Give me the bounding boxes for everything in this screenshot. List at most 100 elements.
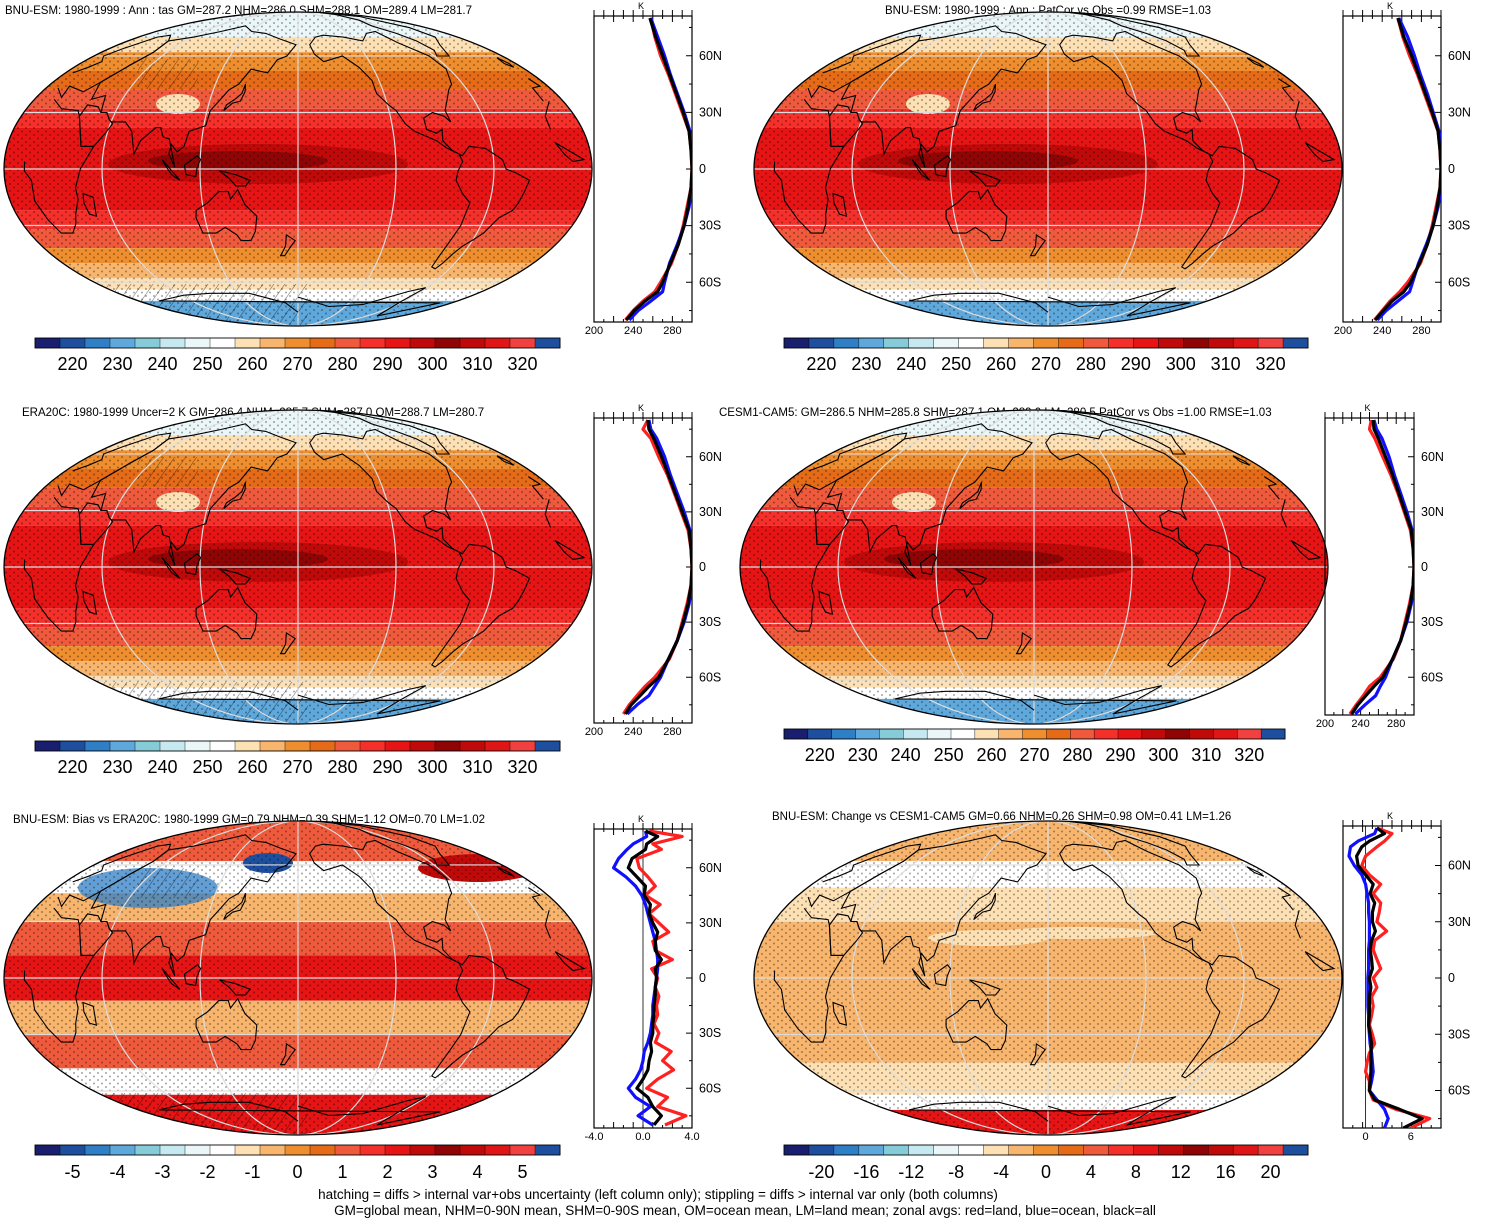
colorbar-tick-label: 240 — [147, 354, 177, 374]
zonal-x-tick-label: 240 — [1373, 325, 1391, 337]
colorbar-swatch — [234, 1144, 261, 1156]
colorbar-swatch — [1232, 1144, 1259, 1156]
colorbar-tick-label: 240 — [891, 745, 921, 765]
map-outline — [3, 820, 593, 1136]
colorbar-tick-label: 260 — [986, 354, 1016, 374]
colorbar-swatch — [509, 1144, 536, 1156]
colorbar-swatch — [807, 728, 833, 740]
colorbar-swatch — [1158, 1144, 1184, 1156]
colorbar-swatch — [459, 1144, 486, 1156]
coast-australia — [931, 586, 994, 640]
colorbar-swatch — [409, 740, 436, 752]
colorbar-tick-label: -20 — [808, 1162, 834, 1182]
coast-madagascar — [818, 590, 834, 615]
coast-sumatra — [161, 159, 181, 181]
colorbar-swatch — [284, 1144, 311, 1156]
panel-title: BNU-ESM: Bias vs ERA20C: 1980-1999 GM=0.… — [13, 814, 485, 826]
zonal-x-tick-label: 240 — [624, 726, 642, 738]
colorbar-tick-label: 310 — [1191, 745, 1221, 765]
colorbar-tick-label: 260 — [237, 354, 267, 374]
coast-nz — [279, 1042, 296, 1066]
coast-australia — [945, 188, 1008, 242]
coast-madagascar — [832, 192, 848, 217]
colorbar-tick-label: 270 — [1019, 745, 1049, 765]
colorbar-swatch — [209, 740, 236, 752]
panel-title: BNU-ESM: 1980-1999 : Ann : tas GM=287.2 … — [5, 5, 472, 17]
colorbar-swatch — [384, 1144, 411, 1156]
panel-3: ERA20C: 1980-1999 Uncer=2 K GM=286.4 NHM… — [3, 403, 722, 777]
colorbar-swatch — [134, 740, 161, 752]
colorbar-swatch — [1133, 1144, 1159, 1156]
colorbar-swatch — [950, 728, 976, 740]
panel-4: CESM1-CAM5: GM=286.5 NHM=285.8 SHM=287.1… — [719, 403, 1444, 765]
colorbar-tick-label: 280 — [1076, 354, 1106, 374]
colorbar-swatch — [359, 1144, 386, 1156]
zonal-frame — [593, 417, 693, 724]
coast-namerica — [309, 839, 460, 964]
coastlines — [23, 821, 586, 1126]
coast-japan — [223, 892, 247, 921]
colorbar-tick-label: 270 — [282, 354, 312, 374]
coast-arabia — [78, 913, 114, 956]
coast-madagascar — [82, 192, 98, 217]
colorbar-tick-label: 300 — [417, 354, 447, 374]
colorbar-tick-label: 310 — [462, 354, 492, 374]
colorbar-swatch — [908, 337, 935, 349]
coast-uk — [1246, 866, 1265, 877]
coast-borneo — [183, 553, 202, 576]
colorbar-tick-label: 320 — [1234, 745, 1264, 765]
colorbar-tick-label: 4 — [1086, 1162, 1096, 1182]
colorbar-tick-label: 220 — [57, 757, 87, 777]
panel-title: BNU-ESM: Change vs CESM1-CAM5 GM=0.66 NH… — [772, 811, 1231, 823]
map-field — [4, 12, 592, 326]
coast-africa — [23, 907, 586, 1043]
colorbar-swatch — [1108, 337, 1134, 349]
colorbar-tick-label: -8 — [948, 1162, 964, 1182]
colorbar-tick-label: -3 — [154, 1162, 170, 1182]
colorbar-swatch — [109, 1144, 136, 1156]
zonal-lat-label: 60S — [699, 670, 721, 684]
colorbar-tick-label: 250 — [192, 757, 222, 777]
zonal-frame — [1324, 417, 1415, 716]
colorbar-tick-label: 220 — [806, 354, 836, 374]
colorbar-swatch — [34, 337, 61, 349]
colorbar-swatch — [59, 1144, 86, 1156]
colorbar-tick-label: 4 — [472, 1162, 482, 1182]
colorbar-swatch — [933, 1144, 960, 1156]
zonal-series-land — [1373, 17, 1441, 322]
colorbar: 220 230 240 250 260 270 280 290 300 310 320 — [783, 728, 1286, 765]
colorbar-swatch — [933, 337, 960, 349]
zonal-series-ocean — [1354, 419, 1414, 715]
colorbar-tick-label: 250 — [192, 354, 222, 374]
colorbar-tick-label: 310 — [462, 757, 492, 777]
zonal-x-tick-label: 200 — [1334, 325, 1352, 337]
colorbar-tick-label: 270 — [1031, 354, 1061, 374]
coast-africa — [759, 496, 1322, 632]
colorbar-swatch — [459, 740, 486, 752]
zonal-series-land — [624, 17, 692, 322]
coast-borneo — [933, 155, 952, 178]
zonal-unit-label: K — [638, 403, 644, 413]
coast-samerica — [431, 543, 531, 668]
zonal-series-all — [624, 419, 692, 715]
colorbar-tick-label: 320 — [507, 354, 537, 374]
coast-namerica — [1045, 428, 1196, 553]
zonal-x-tick-label: 200 — [585, 726, 603, 738]
colorbar-swatch — [1189, 728, 1214, 740]
colorbar-swatch — [1033, 1144, 1059, 1156]
zonal-lat-label: 0 — [699, 560, 706, 574]
zonal-series-all — [625, 17, 692, 322]
coast-greenland — [319, 821, 451, 866]
colorbar-swatch — [1083, 337, 1109, 349]
coast-madagascar — [832, 1001, 848, 1026]
coast-greenland — [319, 12, 451, 57]
zonal-series-land — [1348, 419, 1414, 715]
colorbar-swatch — [1260, 728, 1286, 740]
zonal-lat-label: 30S — [1421, 615, 1443, 629]
colorbar-swatch — [284, 337, 311, 349]
colorbar-swatch — [209, 1144, 236, 1156]
zonal-x-tick-label: 280 — [1387, 718, 1405, 730]
colorbar-tick-label: 250 — [934, 745, 964, 765]
colorbar-swatch — [84, 740, 111, 752]
coast-uk — [1246, 57, 1265, 68]
